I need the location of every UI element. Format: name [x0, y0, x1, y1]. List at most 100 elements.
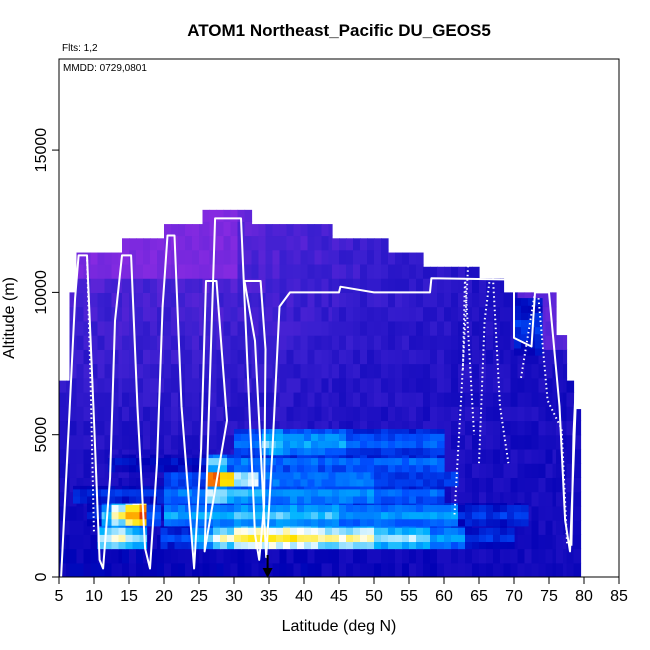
dust-cell: [311, 433, 319, 441]
dust-cell: [227, 541, 235, 550]
curtain-cell: [472, 420, 480, 436]
dust-cell: [171, 464, 179, 473]
dust-cell: [381, 485, 389, 490]
curtain-cell: [216, 349, 225, 365]
dust-cell: [374, 541, 382, 550]
curtain-cell: [503, 363, 512, 379]
curtain-cell: [307, 306, 316, 322]
curtain-cell: [129, 548, 137, 564]
dust-cell: [146, 503, 155, 506]
curtain-cell: [97, 263, 106, 279]
dust-cell: [528, 305, 536, 313]
curtain-cell: [122, 349, 130, 365]
curtain-cell: [216, 278, 225, 293]
curtain-cell: [293, 320, 302, 336]
curtain-cell: [157, 392, 165, 407]
dust-cell: [115, 457, 123, 466]
curtain-cell: [83, 335, 92, 350]
curtain-cell: [178, 278, 186, 293]
curtain-cell: [353, 392, 361, 407]
dust-cell: [304, 527, 312, 535]
curtain-cell: [230, 292, 239, 308]
curtain-cell: [185, 420, 193, 436]
curtain-cell: [402, 406, 410, 422]
dust-cell: [423, 457, 431, 466]
curtain-cell: [538, 477, 547, 493]
curtain-cell: [437, 392, 445, 407]
curtain-cell: [199, 562, 204, 577]
dust-cell: [416, 464, 424, 473]
curtain-cell: [59, 463, 67, 478]
dust-cell: [213, 485, 221, 490]
curtain-cell: [545, 306, 554, 322]
curtain-cell: [164, 224, 172, 237]
curtain-cell: [503, 292, 512, 308]
curtain-cell: [538, 505, 547, 521]
curtain-cell: [500, 434, 505, 450]
dust-cell: [388, 440, 396, 449]
curtain-cell: [458, 278, 466, 293]
dust-cell: [437, 511, 445, 520]
curtain-cell: [552, 491, 557, 507]
curtain-cell: [472, 491, 480, 507]
curtain-cell: [272, 235, 281, 251]
curtain-cell: [444, 548, 452, 564]
curtain-cell: [458, 562, 466, 577]
dust-cell: [328, 471, 337, 480]
dust-cell: [444, 478, 452, 487]
dust-cell: [143, 488, 151, 497]
flight-track: [60, 217, 581, 577]
curtain-cell: [503, 349, 512, 365]
dust-cell: [409, 534, 417, 543]
curtain-cell: [545, 320, 554, 336]
curtain-cell: [83, 363, 92, 379]
dust-cell: [178, 457, 186, 466]
curtain-cell: [244, 249, 253, 265]
curtain-cell: [430, 278, 438, 293]
curtain-cell: [332, 249, 340, 265]
dust-cell: [409, 447, 417, 456]
curtain-cell: [402, 252, 410, 265]
dust-cell: [451, 471, 459, 480]
curtain-cell: [118, 252, 123, 265]
curtain-cell: [202, 363, 211, 379]
curtain-cell: [374, 420, 382, 436]
dust-cell: [297, 488, 305, 497]
dust-cell: [479, 518, 487, 527]
dust-cell: [318, 485, 326, 490]
curtain-cell: [388, 320, 396, 336]
curtain-cell: [503, 406, 512, 422]
dust-cell: [178, 495, 186, 504]
curtain-cell: [545, 448, 554, 464]
curtain-cell: [314, 320, 323, 336]
dust-cell: [332, 525, 340, 528]
curtain-cell: [223, 377, 232, 393]
dust-cell: [185, 471, 193, 480]
curtain-cell: [209, 548, 218, 564]
dust-cell: [353, 485, 361, 490]
dust-cell: [318, 534, 326, 543]
curtain-cell: [286, 377, 295, 393]
curtain-cell: [209, 434, 218, 450]
curtain-cell: [573, 491, 582, 507]
dust-cell: [402, 429, 410, 434]
curtain-cell: [150, 434, 158, 450]
dust-cell: [108, 464, 116, 473]
dust-cell: [283, 440, 291, 449]
curtain-cell: [388, 306, 396, 322]
curtain-cell: [552, 363, 557, 379]
dust-cell: [346, 525, 354, 528]
curtain-cell: [272, 292, 281, 308]
curtain-cell: [286, 292, 295, 308]
dust-cell: [353, 495, 361, 504]
curtain-cell: [286, 406, 295, 422]
dust-cell: [213, 457, 221, 466]
dust-cell: [318, 454, 326, 459]
dust-cell: [374, 478, 382, 487]
x-tick-label: 40: [295, 588, 313, 605]
curtain-cell: [531, 562, 540, 577]
dust-cell: [367, 485, 375, 490]
x-tick-label: 70: [505, 588, 523, 605]
curtain-cell: [150, 249, 158, 265]
curtain-cell: [409, 320, 417, 336]
